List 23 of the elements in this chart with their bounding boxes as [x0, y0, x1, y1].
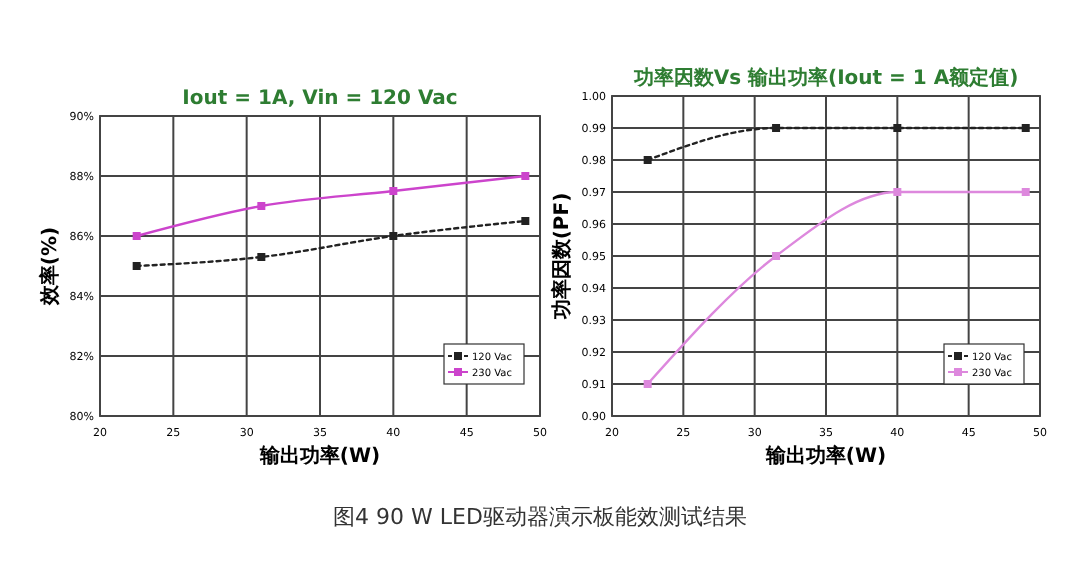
point [389, 232, 398, 240]
x-axis-title: 输出功率(W) [257, 444, 381, 468]
y-axis-title: 功率因数(PF) [550, 192, 574, 322]
point [643, 380, 652, 388]
point [132, 262, 141, 270]
point [1021, 188, 1030, 196]
point [389, 187, 398, 195]
point [1021, 124, 1030, 132]
y-axis-title: 效率(%) [38, 226, 62, 308]
point [521, 217, 530, 225]
point [643, 156, 652, 164]
caption: 图4 90 W LED驱动器演示板能效测试结果 [333, 504, 747, 530]
point [772, 124, 781, 132]
point [893, 188, 902, 196]
point [521, 172, 530, 180]
chart-title: Iout = 1A, Vin = 120 Vac [182, 88, 458, 110]
point [132, 232, 141, 240]
x-axis-title: 输出功率(W) [763, 444, 887, 468]
point [893, 124, 902, 132]
point [772, 252, 781, 260]
chart-title: 功率因数Vs 输出功率(Iout = 1 A额定值) [631, 66, 1019, 90]
point [257, 202, 266, 210]
point [257, 253, 266, 261]
